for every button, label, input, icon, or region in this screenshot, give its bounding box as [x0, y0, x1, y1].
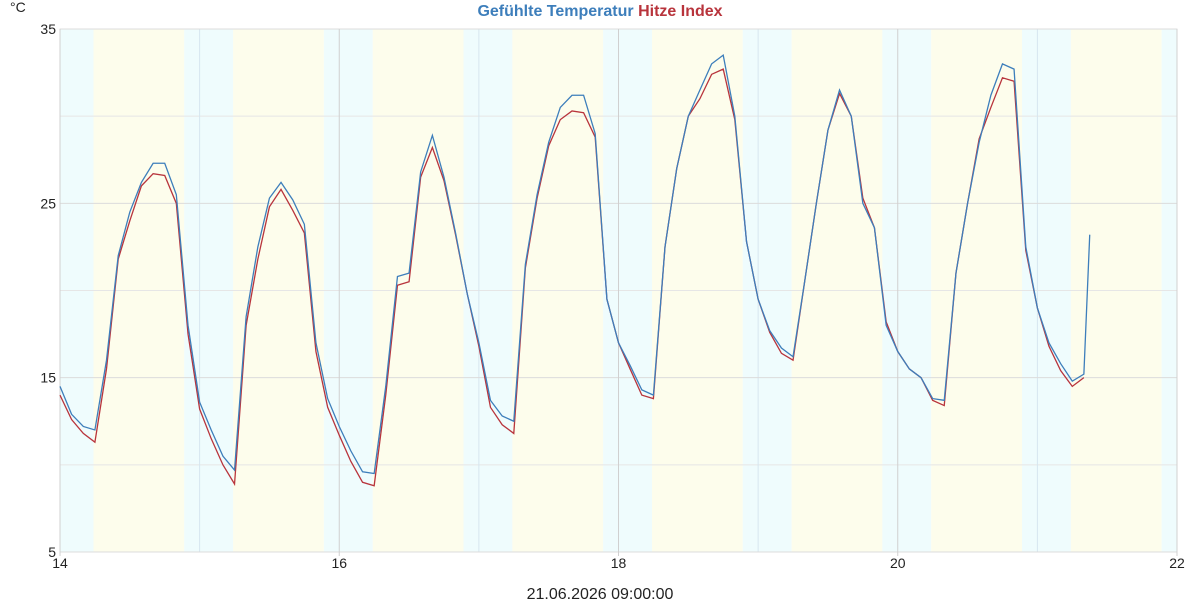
y-unit: °C: [10, 0, 26, 15]
y-tick-label: 35: [40, 21, 56, 37]
x-tick-label: 22: [1169, 555, 1185, 571]
legend-entry: Gefühlte Temperatur: [477, 3, 633, 20]
x-axis-label: 21.06.2026 09:00:00: [527, 586, 674, 600]
y-tick-label: 5: [48, 544, 56, 560]
series-line: [59, 54, 1091, 475]
x-tick-label: 18: [611, 555, 627, 571]
legend-entry: Hitze Index: [638, 3, 723, 20]
chart-title: Gefühlte Temperatur Hitze Index: [477, 3, 722, 20]
y-tick-label: 15: [40, 370, 56, 386]
x-tick-label: 14: [52, 555, 68, 571]
x-tick-label: 20: [890, 555, 906, 571]
x-tick-label: 16: [331, 555, 347, 571]
y-tick-label: 25: [40, 195, 56, 211]
